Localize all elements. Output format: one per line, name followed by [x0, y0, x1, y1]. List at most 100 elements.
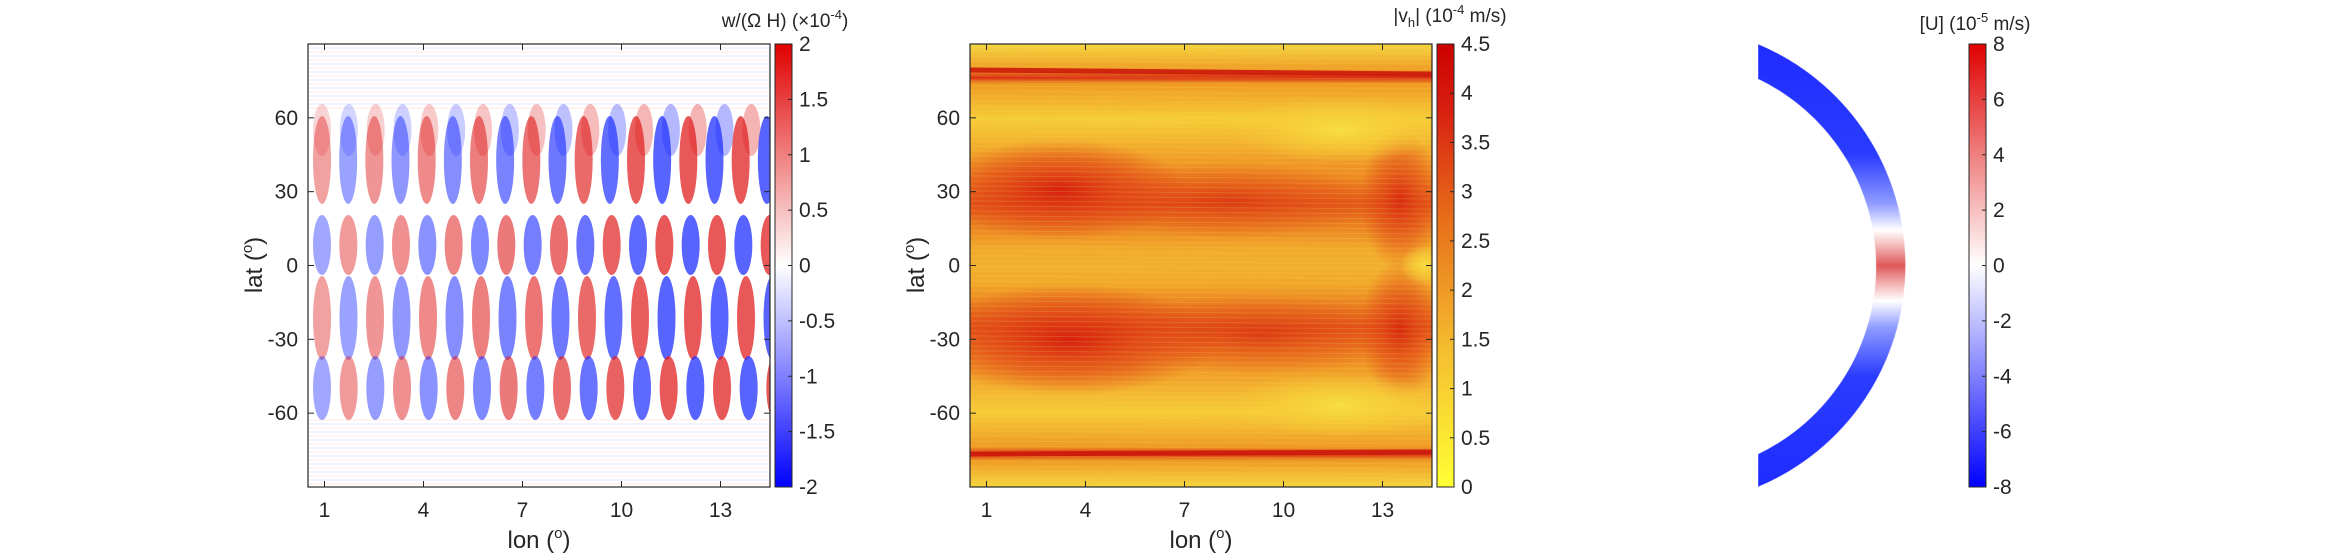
- left-wave-cell: [417, 116, 436, 204]
- left-x-tick-label: 13: [709, 499, 732, 522]
- left-wave-cell: [500, 104, 519, 156]
- middle-y-axis-label: lat (o): [901, 237, 930, 293]
- right-colorbar-tick-label: 8: [1993, 33, 2005, 56]
- left-x-ticks: 1 4 7 10 13: [319, 44, 732, 522]
- left-wave-cell: [473, 356, 491, 420]
- middle-x-tick-label: 1: [981, 499, 993, 522]
- left-colorbar-ticks: -2 -1.5 -1 -0.5 0 0.5 1 1.5 2: [788, 33, 835, 499]
- right-annulus: [1758, 44, 1906, 487]
- left-colorbar-tick-label: 1: [799, 144, 811, 167]
- left-wave-cell: [551, 276, 570, 360]
- left-wave-cell: [496, 116, 515, 204]
- left-wave-cell: [419, 356, 438, 420]
- left-y-tick-label: -30: [268, 328, 298, 351]
- left-wave-cell: [708, 215, 726, 275]
- left-wave-cell: [655, 215, 674, 275]
- right-colorbar-tick-label: -8: [1993, 476, 2012, 499]
- right-colorbar-tick-label: 6: [1993, 88, 2005, 111]
- left-wave-cell: [523, 215, 542, 275]
- middle-x-tick-label: 7: [1179, 499, 1191, 522]
- middle-south-jet: [970, 449, 1432, 457]
- left-wave-cell: [471, 215, 489, 275]
- middle-colorbar-tick-label: 1.5: [1461, 328, 1490, 351]
- left-wave-cell: [498, 276, 517, 360]
- middle-y-tick-label: 0: [948, 255, 960, 278]
- left-wave-cell: [366, 104, 385, 156]
- left-wave-cell: [419, 276, 437, 360]
- middle-y-tick-label: -30: [930, 328, 960, 351]
- left-y-tick-label: 0: [286, 255, 298, 278]
- left-wave-cell: [313, 276, 331, 360]
- left-x-axis-label: lon (o): [507, 525, 570, 554]
- middle-colorbar-tick-label: 3.5: [1461, 131, 1490, 154]
- left-y-tick-label: -60: [268, 402, 298, 425]
- right-colorbar-tick-label: -4: [1993, 365, 2012, 388]
- left-wave-cell: [739, 356, 758, 420]
- left-x-tick-label: 4: [418, 499, 430, 522]
- left-wave-cell: [444, 215, 463, 275]
- left-x-tick-label: 10: [610, 499, 633, 522]
- left-wave-cell: [366, 276, 384, 360]
- left-colorbar-tick-label: -1: [799, 365, 818, 388]
- left-wave-cell: [742, 104, 761, 156]
- left-wave-cell: [627, 116, 645, 204]
- middle-x-axis-label: lon (o): [1169, 525, 1232, 554]
- left-wave-cell: [525, 276, 543, 360]
- middle-y-tick-label: 30: [937, 181, 960, 204]
- left-wave-cell: [604, 276, 623, 360]
- right-annulus-inner-shade: [1757, 43, 1906, 488]
- left-wave-cell: [653, 116, 672, 204]
- left-wave-cell: [681, 215, 700, 275]
- left-wave-cell: [499, 356, 518, 420]
- middle-x-tick-label: 4: [1080, 499, 1092, 522]
- left-wave-cell: [705, 116, 724, 204]
- left-wave-cell: [581, 104, 600, 156]
- middle-colorbar-tick-label: 4: [1461, 82, 1473, 105]
- left-wave-cell: [734, 215, 753, 275]
- left-wave-cell: [629, 215, 647, 275]
- left-wave-cell: [606, 356, 625, 420]
- left-wave-cell: [579, 356, 598, 420]
- left-wave-cell: [553, 356, 571, 420]
- middle-colorbar-tick-label: 2.5: [1461, 230, 1490, 253]
- left-wave-cell: [339, 116, 358, 204]
- left-wave-cell: [576, 215, 595, 275]
- left-wave-cell: [548, 116, 567, 204]
- left-wave-cell: [339, 215, 358, 275]
- left-wave-cell: [339, 276, 358, 360]
- left-wave-cell: [631, 276, 649, 360]
- left-wave-cell: [447, 104, 466, 156]
- left-wave-cell: [713, 356, 731, 420]
- left-wave-cell: [659, 356, 678, 420]
- left-wave-cell: [554, 104, 573, 156]
- left-wave-cell: [602, 215, 621, 275]
- right-colorbar-tick-label: -2: [1993, 310, 2012, 333]
- middle-colorbar-tick-label: 4.5: [1461, 33, 1490, 56]
- left-wave-cell: [679, 116, 698, 204]
- left-wave-cell: [635, 104, 653, 156]
- left-wave-cell: [550, 215, 568, 275]
- left-wave-cell: [633, 356, 651, 420]
- left-wave-cell: [445, 276, 464, 360]
- middle-field: [970, 44, 1432, 487]
- left-field: [308, 47, 770, 485]
- left-colorbar-tick-label: -2: [799, 476, 818, 499]
- middle-x-tick-label: 13: [1371, 499, 1394, 522]
- left-wave-cell: [657, 276, 676, 360]
- left-wave-cell: [688, 104, 707, 156]
- middle-colorbar-tick-label: 0.5: [1461, 427, 1490, 450]
- left-wave-cell: [763, 277, 770, 359]
- left-wave-cell: [474, 104, 492, 156]
- left-wave-cell: [392, 276, 411, 360]
- left-y-ticks: -60 -30 0 30 60: [268, 107, 770, 425]
- left-wave-cell: [339, 356, 358, 420]
- left-wave-cell: [737, 276, 755, 360]
- left-x-tick-label: 1: [319, 499, 331, 522]
- left-wave-cell: [497, 215, 516, 275]
- left-wave-cell: [760, 215, 770, 275]
- middle-colorbar-tick-label: 3: [1461, 181, 1473, 204]
- left-wave-cell: [527, 104, 546, 156]
- middle-colorbar-tick-label: 0: [1461, 476, 1473, 499]
